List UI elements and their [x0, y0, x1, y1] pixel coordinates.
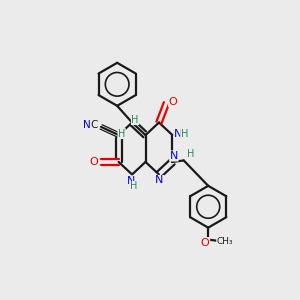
Text: C: C — [91, 120, 98, 130]
Text: CH₃: CH₃ — [217, 237, 233, 246]
Text: N: N — [174, 129, 183, 139]
Text: O: O — [201, 238, 210, 248]
Text: O: O — [169, 97, 177, 106]
Text: H: H — [131, 115, 139, 124]
Text: H: H — [187, 149, 194, 160]
Text: N: N — [83, 120, 91, 130]
Text: N: N — [126, 176, 135, 186]
Text: O: O — [90, 157, 98, 167]
Text: H: H — [118, 129, 125, 139]
Text: N: N — [155, 176, 164, 185]
Text: H: H — [130, 182, 137, 191]
Text: N: N — [170, 151, 178, 161]
Text: H: H — [181, 129, 188, 139]
